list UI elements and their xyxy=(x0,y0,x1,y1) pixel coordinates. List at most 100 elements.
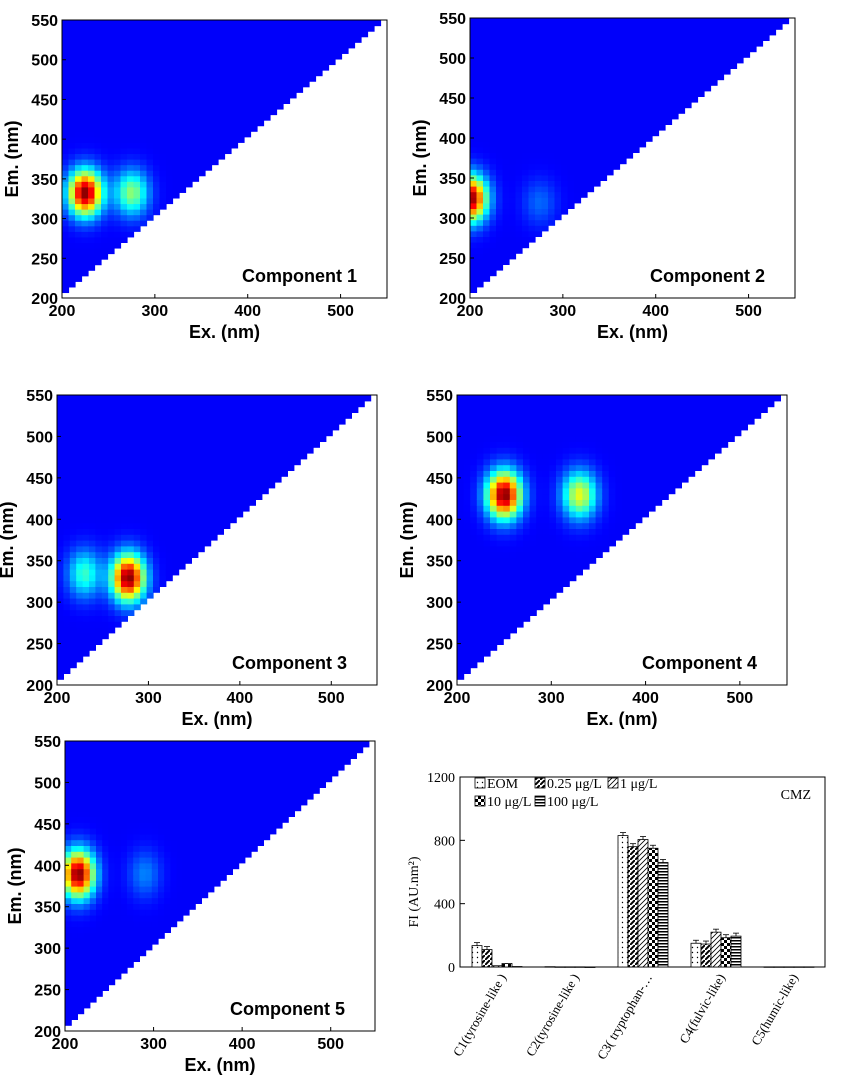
heatmap-cell xyxy=(530,453,537,459)
heatmap-cell xyxy=(582,511,589,517)
heatmap-cell xyxy=(477,523,484,529)
heatmap-cell xyxy=(665,63,672,69)
heatmap-cell xyxy=(166,137,173,143)
heatmap-cell xyxy=(582,528,589,534)
heatmap-cell xyxy=(173,87,180,93)
heatmap-cell xyxy=(530,557,537,563)
heatmap-cell xyxy=(708,430,715,436)
heatmap-cell xyxy=(147,126,154,132)
heatmap-cell xyxy=(529,130,536,136)
heatmap-cell xyxy=(464,575,471,581)
heatmap-cell xyxy=(685,63,692,69)
heatmap-cell xyxy=(701,453,708,459)
heatmap-cell xyxy=(497,627,504,633)
heatmap-cell xyxy=(582,534,589,540)
heatmap-cell xyxy=(69,187,76,193)
heatmap-cell xyxy=(102,598,109,604)
heatmap-cell xyxy=(574,35,581,41)
heatmap-cell xyxy=(281,418,288,424)
heatmap-cell xyxy=(470,540,477,546)
heatmap-cell xyxy=(457,552,464,558)
heatmap-cell xyxy=(594,152,601,158)
heatmap-cell xyxy=(236,511,243,517)
heatmap-cell xyxy=(497,499,504,505)
heatmap-cell xyxy=(594,40,601,46)
heatmap-cell xyxy=(587,40,594,46)
heatmap-cell xyxy=(516,35,523,41)
heatmap-cell xyxy=(264,37,271,43)
heatmap-cell xyxy=(153,109,160,115)
heatmap-cell xyxy=(464,528,471,534)
heatmap-cell xyxy=(205,137,212,143)
heatmap-cell xyxy=(516,225,523,231)
heatmap-cell xyxy=(342,26,349,32)
heatmap-cell xyxy=(602,459,609,465)
heatmap-cell xyxy=(140,488,147,494)
heatmap-cell xyxy=(95,81,102,87)
heatmap-cell xyxy=(95,528,102,534)
heatmap-cell xyxy=(191,494,198,500)
heatmap-cell xyxy=(576,470,583,476)
heatmap-cell xyxy=(75,203,82,209)
heatmap-cell xyxy=(329,20,336,26)
heatmap-cell xyxy=(147,575,154,581)
heatmap-cell xyxy=(309,42,316,48)
heatmap-cell xyxy=(490,220,497,226)
heatmap-cell xyxy=(582,488,589,494)
heatmap-cell xyxy=(238,131,245,137)
heatmap-cell xyxy=(477,528,484,534)
heatmap-cell xyxy=(230,418,237,424)
heatmap-cell xyxy=(522,57,529,63)
heatmap-cell xyxy=(264,81,271,87)
heatmap-cell xyxy=(516,482,523,488)
heatmap-cell xyxy=(251,126,258,132)
heatmap-cell xyxy=(730,29,737,35)
heatmap-cell xyxy=(134,192,141,198)
heatmap-cell xyxy=(82,237,89,243)
heatmap-cell xyxy=(313,401,320,407)
heatmap-cell xyxy=(704,68,711,74)
heatmap-cell xyxy=(191,482,198,488)
heatmap-cell xyxy=(191,453,198,459)
heatmap-cell xyxy=(574,152,581,158)
heatmap-cell xyxy=(159,476,166,482)
heatmap-cell xyxy=(218,109,225,115)
heatmap-cell xyxy=(160,131,167,137)
heatmap-cell xyxy=(615,424,622,430)
heatmap-cell xyxy=(238,64,245,70)
heatmap-cell xyxy=(620,102,627,108)
heatmap-cell xyxy=(243,453,250,459)
heatmap-cell xyxy=(114,242,121,248)
heatmap-cell xyxy=(275,453,282,459)
heatmap-cell xyxy=(652,108,659,114)
heatmap-cell xyxy=(529,186,536,192)
heatmap-cell xyxy=(620,91,627,97)
heatmap-cell xyxy=(615,436,622,442)
heatmap-cell xyxy=(483,102,490,108)
heatmap-cell xyxy=(543,581,550,587)
heatmap-cell xyxy=(581,124,588,130)
heatmap-cell xyxy=(95,586,102,592)
heatmap-cell xyxy=(281,424,288,430)
heatmap-cell xyxy=(147,187,154,193)
heatmap-cell xyxy=(483,74,490,80)
heatmap-cell xyxy=(205,142,212,148)
heatmap-cell xyxy=(95,31,102,37)
heatmap-cell xyxy=(626,124,633,130)
heatmap-cell xyxy=(714,412,721,418)
heatmap-cell xyxy=(589,528,596,534)
heatmap-cell xyxy=(101,126,108,132)
heatmap-cell xyxy=(217,441,224,447)
heatmap-cell xyxy=(613,85,620,91)
heatmap-cell xyxy=(186,126,193,132)
heatmap-cell xyxy=(160,64,167,70)
heatmap-cell xyxy=(496,192,503,198)
heatmap-cell xyxy=(83,424,90,430)
heatmap-cell xyxy=(477,639,484,645)
heatmap-cell xyxy=(127,470,134,476)
heatmap-cell xyxy=(75,37,82,43)
heatmap-cell xyxy=(307,401,314,407)
heatmap-cell xyxy=(102,552,109,558)
heatmap-cell xyxy=(160,170,167,176)
heatmap-cell xyxy=(186,142,193,148)
